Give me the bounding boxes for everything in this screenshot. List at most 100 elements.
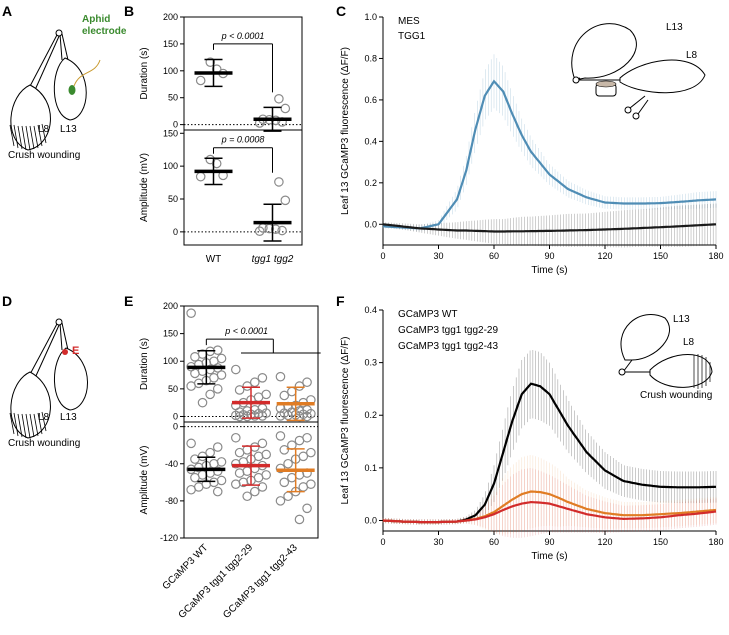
f-legend-43: GCaMP3 tgg1 tgg2-43	[398, 341, 498, 352]
E-top-data-point	[283, 410, 293, 421]
plant-center	[55, 29, 63, 37]
F-xtick-label: 0	[380, 537, 385, 547]
B-bottom-data-point	[205, 154, 216, 165]
leaf-l8-shape	[10, 84, 51, 151]
leaf-l8-label-d: L8	[38, 412, 50, 423]
B-bottom-data-point	[277, 225, 287, 236]
E-top-data-point	[242, 381, 252, 391]
B-bottom-data-point	[254, 226, 265, 236]
B-top-data-point	[274, 93, 284, 104]
B-bottom-ytick-label: 50	[168, 194, 178, 204]
C-ytick-label: 0.0	[364, 219, 377, 229]
E-bottom-data-point	[186, 438, 196, 449]
E-top-ytick-label: 0	[173, 411, 178, 421]
E-bottom-data-point	[306, 447, 316, 458]
B-bottom-ytick-label: 150	[163, 128, 178, 138]
panel-d-plant-diagram: E L8 L13 Crush wounding	[8, 318, 88, 449]
C-y-axis-label: Leaf 13 GCaMP3 fluorescence (ΔF/F)	[340, 47, 351, 215]
B-top-data-point	[205, 57, 216, 67]
E-top-data-point	[294, 381, 305, 391]
panel-letter-f: F	[336, 293, 345, 309]
E-bottom-frame	[183, 421, 319, 539]
E-top-data-point	[197, 397, 208, 408]
E-bottom-data-point	[257, 438, 268, 449]
B-top-ytick-label: 200	[163, 12, 178, 22]
b-x-label-wt: WT	[206, 254, 222, 265]
inset-f-leaf-l8	[649, 354, 713, 388]
B-top-ytick-label: 50	[168, 93, 178, 103]
C-series-line-0	[382, 223, 717, 233]
E-top-data-point	[257, 373, 268, 383]
B-bottom-ytick-label: 100	[163, 161, 178, 171]
aphid-icon	[68, 85, 76, 95]
e-x-label-1: GCaMP3 tgg1 tgg2-29	[177, 542, 256, 621]
leaf-l13-label-d: L13	[60, 412, 77, 423]
E-top-data-point	[234, 385, 245, 395]
E-bottom-y-axis-label: Amplitude (mV)	[139, 446, 150, 515]
B-bottom-data-point	[280, 195, 291, 206]
C-xtick-label: 60	[489, 251, 499, 261]
C-xtick-label: 180	[708, 251, 723, 261]
F-xtick-label: 60	[489, 537, 499, 547]
B-top-ytick-label: 150	[163, 39, 178, 49]
C-ytick-label: 0.4	[364, 136, 377, 146]
F-xtick-label: 30	[433, 537, 443, 547]
E-bottom-data-point	[250, 486, 260, 497]
E-top-data-point	[302, 411, 312, 422]
B-bottom-data-point	[274, 177, 284, 187]
E-bottom-data-point	[234, 468, 245, 478]
C-xtick-label: 90	[544, 251, 554, 261]
B-top-data-point	[195, 75, 206, 86]
E-top-data-point	[279, 390, 290, 401]
aphid-electrode-label: Aphid electrode	[82, 14, 127, 37]
E-bottom-data-point	[231, 479, 241, 489]
inset-c-l13-label: L13	[666, 22, 683, 33]
E-bottom-data-point	[294, 435, 305, 446]
C-xtick-label: 30	[433, 251, 443, 261]
e-top-p-value: p < 0.0001	[224, 326, 268, 336]
F-series-line-1	[382, 500, 717, 524]
leaf-l8-label: L8	[38, 124, 50, 135]
E-bottom-ytick-label: -80	[165, 496, 178, 506]
F-xtick-label: 180	[708, 537, 723, 547]
leaf-l13-label: L13	[60, 124, 77, 135]
E-top-data-point	[234, 411, 245, 422]
E-bottom-data-point	[190, 472, 200, 483]
panel-letter-c: C	[336, 3, 346, 19]
F-ytick-label: 0.4	[364, 305, 377, 315]
E-bottom-data-point	[287, 440, 297, 450]
E-top-data-point	[250, 377, 260, 388]
E-bottom-data-point	[298, 482, 309, 492]
inset-f-hatching	[693, 354, 711, 389]
B-top-data-point	[280, 103, 291, 114]
E-top-data-point	[212, 384, 223, 394]
B-bottom-y-axis-label: Amplitude (mV)	[139, 153, 150, 222]
E-bottom-data-point	[279, 445, 290, 455]
C-xtick-label: 150	[653, 251, 668, 261]
panel-a-plant-diagram: Aphid electrode L8 L13 Crush wounding	[8, 14, 127, 161]
plant-center-d	[55, 318, 63, 326]
E-bottom-data-point	[186, 484, 196, 495]
E-top-data-point	[186, 381, 196, 391]
panel-f-inset-diagram: L13 L8 Crush wounding	[618, 313, 713, 401]
E-bottom-data-point	[231, 458, 241, 469]
E-top-ytick-label: 50	[168, 384, 178, 394]
f-legend-wt: GCaMP3 WT	[398, 309, 457, 320]
F-xtick-label: 150	[653, 537, 668, 547]
panel-letter-b: B	[124, 3, 134, 19]
crush-wounding-caption-d: Crush wounding	[8, 438, 80, 449]
leaf-l13-shape-d	[54, 347, 88, 411]
e-x-label-2: GCaMP3 tgg1 tgg2-43	[221, 542, 300, 621]
panel-letter-a: A	[2, 3, 12, 19]
F-ytick-label: 0.3	[364, 358, 377, 368]
E-bottom-data-point	[231, 432, 241, 443]
E-bottom-data-point	[212, 442, 223, 452]
crush-wounding-caption-a: Crush wounding	[8, 150, 80, 161]
b-x-label-tgg: tgg1 tgg2	[252, 254, 294, 265]
E-top-data-point	[231, 364, 241, 375]
E-bottom-ytick-label: 0	[173, 422, 178, 432]
b-top-p-value: p < 0.0001	[221, 31, 265, 41]
F-xtick-label: 120	[597, 537, 612, 547]
E-top-data-point	[190, 352, 200, 362]
E-bottom-ytick-label: -120	[160, 533, 178, 543]
